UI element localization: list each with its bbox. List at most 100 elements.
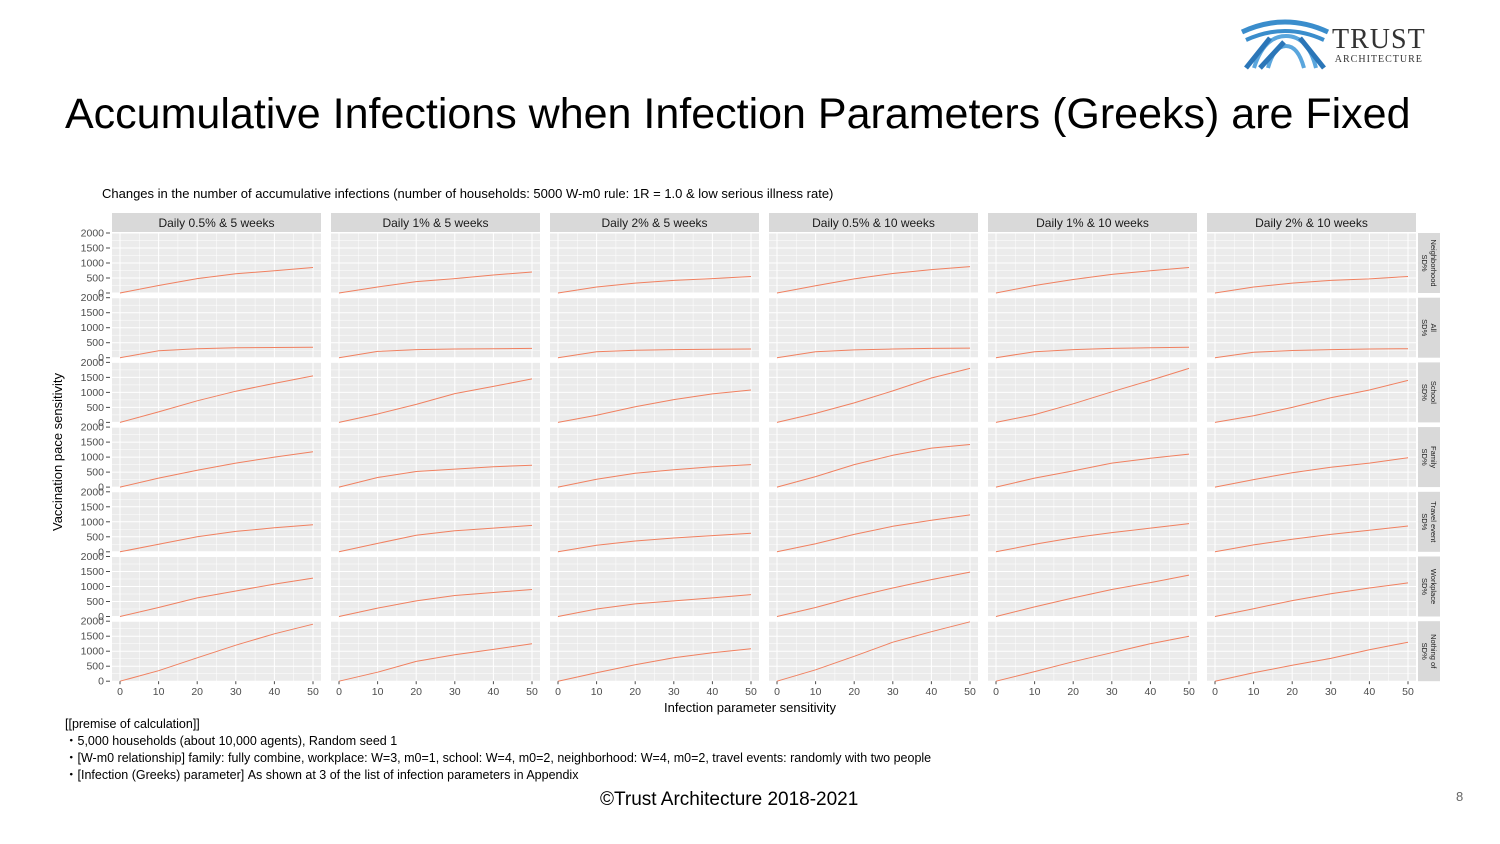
logo: TRUST ARCHITECTURE xyxy=(1240,18,1470,74)
series-line xyxy=(338,589,533,617)
y-tick-label: 1500 xyxy=(81,307,105,319)
series-line xyxy=(995,574,1190,617)
y-tick-label: 1000 xyxy=(81,322,105,334)
x-tick-label: 50 xyxy=(745,686,757,698)
series-line xyxy=(119,623,314,682)
series-line xyxy=(776,444,971,488)
y-tick-label: 2000 xyxy=(81,551,105,563)
facet-row-strip xyxy=(1418,233,1440,293)
page-title: Accumulative Infections when Infection P… xyxy=(65,90,1411,138)
facet-column-label: Daily 0.5% & 5 weeks xyxy=(158,216,274,230)
series-line xyxy=(557,389,752,423)
series-line xyxy=(776,367,971,423)
trust-architecture-logo-icon xyxy=(1240,19,1330,70)
x-axis-title: Infection parameter sensitivity xyxy=(664,700,836,715)
facet-row-label: NeighborhoodSD% xyxy=(1420,239,1438,286)
x-tick-label: 0 xyxy=(555,686,561,698)
facet-strip xyxy=(1207,213,1416,232)
series-line xyxy=(776,571,971,617)
y-tick-label: 1000 xyxy=(81,452,105,464)
series-line xyxy=(338,378,533,423)
x-tick-label: 10 xyxy=(1248,686,1260,698)
facet-column-label: Daily 1% & 10 weeks xyxy=(1036,216,1149,230)
facet-row-label: FamilySD% xyxy=(1420,446,1438,468)
series-line xyxy=(119,346,314,359)
x-tick-label: 50 xyxy=(1402,686,1414,698)
x-tick-label: 0 xyxy=(774,686,780,698)
x-tick-label: 20 xyxy=(191,686,203,698)
notes-item: ・[Infection (Greeks) parameter] As shown… xyxy=(65,768,579,782)
y-tick-label: 1500 xyxy=(81,566,105,578)
series-line xyxy=(119,524,314,553)
y-tick-label: 2000 xyxy=(81,228,105,240)
y-tick-label: 1000 xyxy=(81,516,105,528)
y-tick-label: 2000 xyxy=(81,292,105,304)
x-tick-label: 30 xyxy=(449,686,461,698)
series-line xyxy=(1214,582,1409,617)
x-tick-label: 30 xyxy=(887,686,899,698)
x-tick-label: 0 xyxy=(117,686,123,698)
series-line xyxy=(119,375,314,423)
series-line xyxy=(119,267,314,294)
x-tick-label: 40 xyxy=(1364,686,1376,698)
series-line xyxy=(119,577,314,617)
series-line xyxy=(1214,457,1409,488)
series-line xyxy=(338,347,533,359)
facet-column-label: Daily 2% & 5 weeks xyxy=(601,216,707,230)
series-line xyxy=(119,451,314,488)
x-tick-label: 50 xyxy=(1183,686,1195,698)
x-tick-label: 30 xyxy=(668,686,680,698)
y-tick-label: 1500 xyxy=(81,501,105,513)
x-tick-label: 0 xyxy=(993,686,999,698)
facet-row-strip xyxy=(1418,297,1440,358)
y-tick-label: 500 xyxy=(86,596,104,608)
y-tick-label: 2000 xyxy=(81,616,105,628)
notes-item: ・5,000 households (about 10,000 agents),… xyxy=(65,734,398,748)
facet-row-label: Travel eventSD% xyxy=(1420,501,1438,543)
y-tick-label: 1000 xyxy=(81,646,105,658)
calculation-notes: [[premise of calculation]] ・5,000 househ… xyxy=(65,716,931,784)
facet-column-label: Daily 2% & 10 weeks xyxy=(1255,216,1368,230)
facet-row-strip xyxy=(1418,362,1440,423)
series-line xyxy=(995,523,1190,553)
x-tick-label: 20 xyxy=(410,686,422,698)
series-line xyxy=(1214,641,1409,682)
x-tick-label: 50 xyxy=(307,686,319,698)
y-tick-label: 500 xyxy=(86,273,104,285)
y-tick-label: 1000 xyxy=(81,258,105,270)
series-line xyxy=(995,367,1190,423)
x-tick-label: 30 xyxy=(230,686,242,698)
y-tick-label: 2000 xyxy=(81,486,105,498)
series-line xyxy=(995,453,1190,488)
x-tick-label: 20 xyxy=(629,686,641,698)
series-line xyxy=(776,347,971,359)
series-line xyxy=(776,621,971,682)
y-tick-label: 0 xyxy=(98,352,104,364)
facet-row-label: SchoolSD% xyxy=(1420,381,1438,404)
x-tick-label: 40 xyxy=(926,686,938,698)
y-tick-label: 500 xyxy=(86,467,104,479)
x-tick-label: 40 xyxy=(1145,686,1157,698)
series-line xyxy=(1214,525,1409,553)
series-line xyxy=(557,276,752,294)
x-tick-label: 20 xyxy=(1067,686,1079,698)
x-tick-label: 30 xyxy=(1106,686,1118,698)
y-tick-label: 1000 xyxy=(81,581,105,593)
facet-row-strip xyxy=(1418,621,1440,682)
logo-subname: ARCHITECTURE xyxy=(1334,54,1423,65)
y-tick-label: 1000 xyxy=(81,387,105,399)
y-tick-label: 0 xyxy=(98,546,104,558)
facet-row-label: Nothing ofSD% xyxy=(1420,634,1438,669)
y-tick-label: 0 xyxy=(98,482,104,494)
x-tick-label: 10 xyxy=(1029,686,1041,698)
y-tick-label: 0 xyxy=(98,611,104,623)
x-tick-label: 50 xyxy=(964,686,976,698)
y-tick-label: 1500 xyxy=(81,437,105,449)
facet-row-label: WorkplaceSD% xyxy=(1420,569,1438,604)
series-line xyxy=(995,346,1190,359)
facet-column-label: Daily 0.5% & 10 weeks xyxy=(812,216,935,230)
y-tick-label: 1500 xyxy=(81,631,105,643)
series-line xyxy=(1214,379,1409,423)
x-tick-label: 10 xyxy=(810,686,822,698)
series-line xyxy=(995,635,1190,682)
